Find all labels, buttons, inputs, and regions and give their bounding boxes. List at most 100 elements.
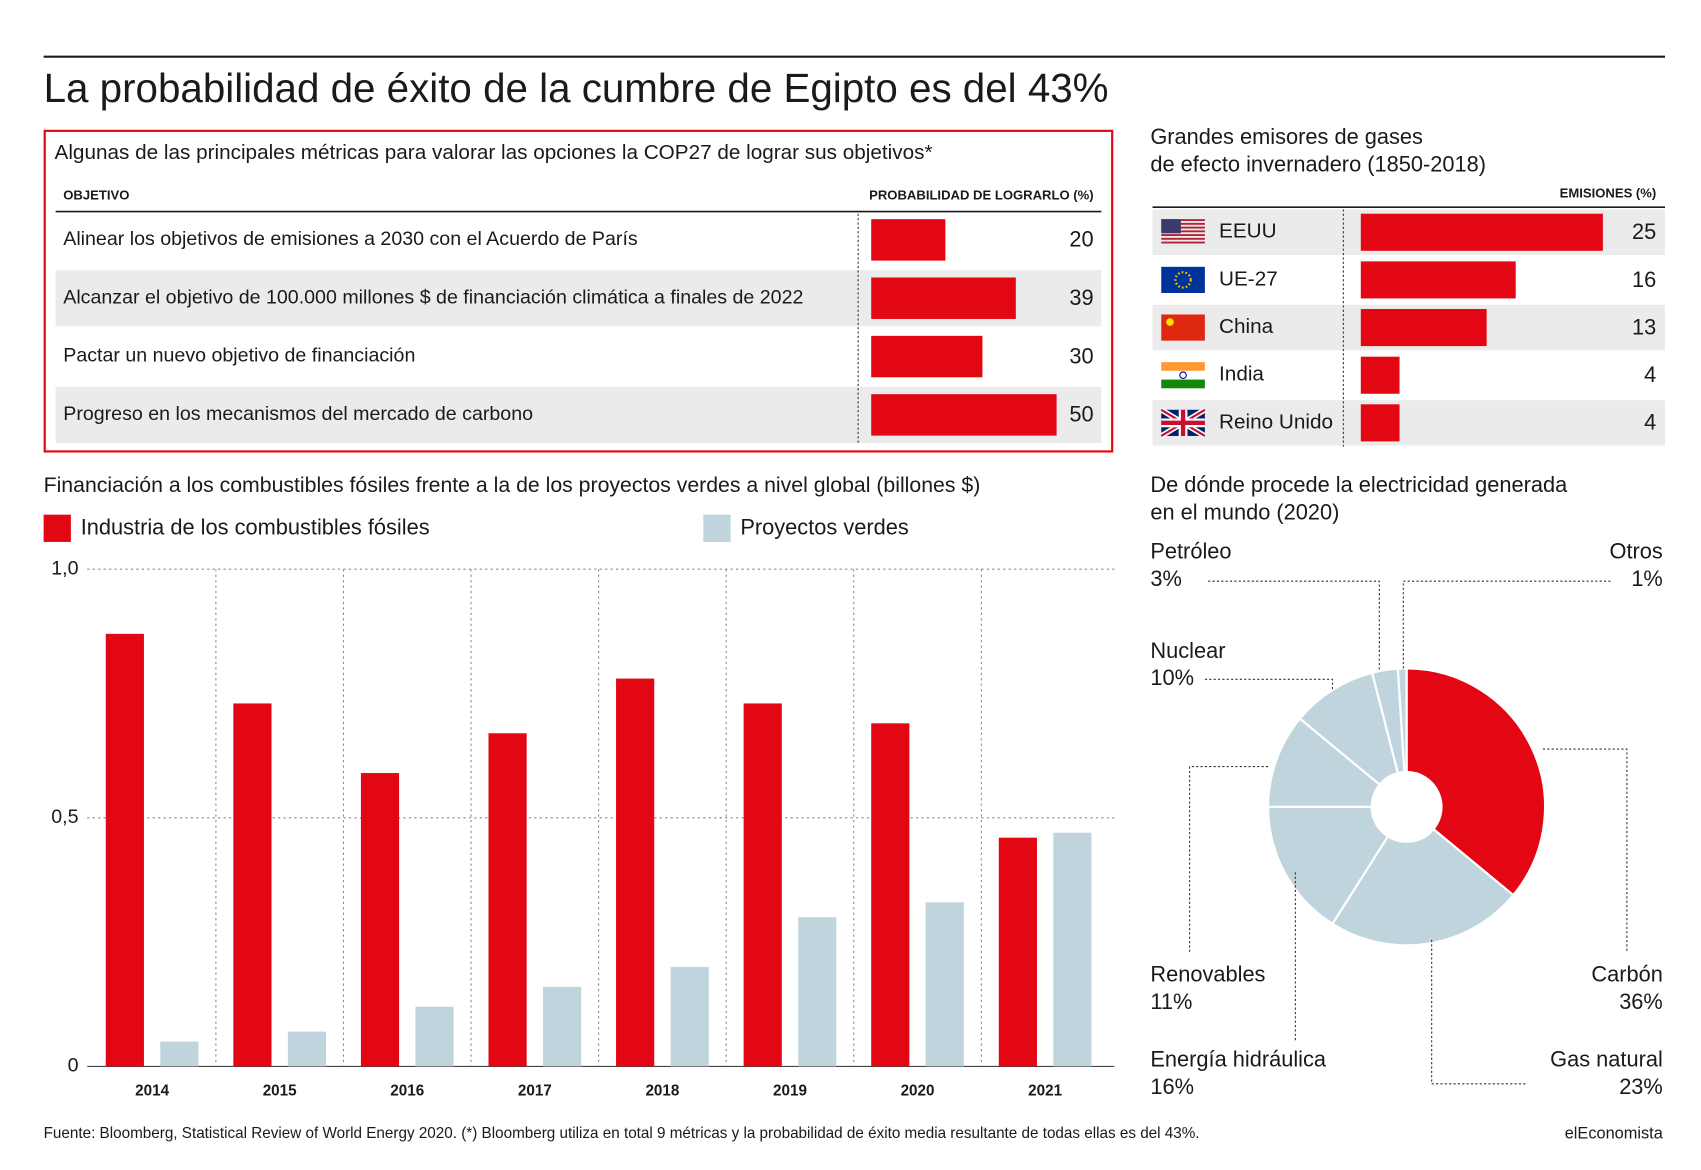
bar	[1360, 404, 1400, 442]
x-tick-label: 2021	[1028, 1083, 1062, 1100]
slice-value: 11%	[1150, 989, 1192, 1014]
bar	[670, 966, 709, 1067]
y-tick-label: 0	[68, 1055, 79, 1077]
x-tick-label: 2018	[645, 1083, 679, 1100]
source: Fuente: Bloomberg, Statistical Review of…	[44, 1125, 1200, 1142]
x-tick-label: 2014	[135, 1083, 169, 1100]
leader-line	[1431, 939, 1527, 1085]
bar	[1360, 356, 1400, 394]
flag	[1161, 222, 1205, 225]
slice-value: 23%	[1619, 1074, 1663, 1099]
flag	[1161, 234, 1205, 236]
value-label: 25	[1632, 219, 1656, 244]
pie-slice	[1330, 827, 1515, 947]
bar	[287, 1031, 327, 1067]
column-header: EMISIONES (%)	[1560, 186, 1657, 201]
x-tick-label: 2015	[263, 1083, 297, 1100]
row-label: India	[1219, 363, 1264, 386]
x-tick-label: 2020	[901, 1083, 935, 1100]
row-label: EEUU	[1219, 220, 1277, 243]
row-label: China	[1219, 315, 1274, 338]
x-tick-label: 2019	[773, 1083, 807, 1100]
row-label: Alinear los objetivos de emisiones a 203…	[63, 228, 638, 250]
bar	[1360, 261, 1516, 299]
slice-label: Energía hidráulica	[1150, 1047, 1327, 1072]
slice-label: Renovables	[1150, 962, 1265, 987]
flag	[1161, 314, 1205, 341]
row-label: Reino Unido	[1219, 410, 1333, 433]
bar	[488, 733, 527, 1067]
bar	[415, 1006, 454, 1067]
leader-line	[1208, 580, 1380, 671]
flag	[1161, 379, 1205, 389]
flag	[1166, 318, 1174, 326]
slice-value: 16%	[1150, 1074, 1194, 1099]
value-label: 16	[1632, 267, 1656, 292]
legend-label: Industria de los combustibles fósiles	[81, 515, 430, 540]
bar	[871, 394, 1057, 436]
legend-swatch	[703, 514, 731, 542]
bar	[871, 277, 1016, 319]
slice-label: Otros	[1610, 539, 1663, 564]
flag	[1161, 219, 1181, 234]
pie-slice	[1405, 667, 1547, 897]
row-label: UE-27	[1219, 267, 1278, 290]
row-label: Pactar un nuevo objetivo de financiación	[63, 345, 415, 367]
bar	[798, 917, 837, 1067]
flag	[1161, 266, 1205, 293]
y-tick-label: 0,5	[51, 806, 78, 828]
pie-slice	[1396, 667, 1408, 774]
flag	[1179, 371, 1187, 380]
bar	[233, 703, 272, 1067]
flag	[1161, 219, 1205, 222]
chart-title: Financiación a los combustibles fósiles …	[44, 473, 981, 497]
value-label: 4	[1644, 362, 1656, 387]
brand: elEconomista	[1565, 1124, 1664, 1142]
value-label: 13	[1632, 314, 1656, 339]
page-title: La probabilidad de éxito de la cumbre de…	[44, 65, 1109, 111]
bar	[1360, 213, 1603, 251]
leader-line	[1204, 678, 1333, 690]
slice-value: 3%	[1150, 566, 1182, 591]
chart-title: de efecto invernadero (1850-2018)	[1150, 152, 1486, 177]
bar	[360, 773, 400, 1067]
leader-line	[1402, 580, 1611, 669]
leader-line	[1542, 748, 1628, 952]
bar	[105, 633, 144, 1067]
slice-value: 1%	[1631, 566, 1663, 591]
value-label: 30	[1069, 343, 1093, 368]
slice-label: Nuclear	[1150, 638, 1225, 663]
bar	[871, 723, 910, 1067]
bar	[160, 1041, 199, 1067]
chart-title: De dónde procede la electricidad generad…	[1150, 472, 1568, 497]
bar	[998, 837, 1037, 1067]
bar	[743, 703, 782, 1067]
column-header: PROBABILIDAD DE LOGRARLO (%)	[869, 188, 1094, 203]
row-label: Progreso en los mecanismos del mercado d…	[63, 403, 533, 425]
chart-title: Grandes emisores de gases	[1150, 124, 1423, 149]
bar	[871, 335, 983, 378]
pie-slice	[1267, 717, 1382, 808]
legend-swatch	[43, 514, 71, 542]
slice-value: 10%	[1150, 665, 1194, 690]
flag	[1161, 237, 1205, 240]
bar	[925, 902, 964, 1067]
slice-label: Petróleo	[1150, 539, 1231, 564]
value-label: 4	[1644, 410, 1656, 435]
bar	[1360, 309, 1487, 347]
leader-line	[1189, 766, 1269, 952]
flag	[1161, 226, 1205, 229]
chart-title: Algunas de las principales métricas para…	[55, 141, 933, 164]
legend-label: Proyectos verdes	[740, 515, 908, 540]
table-frame	[43, 129, 1114, 453]
flag	[1161, 241, 1205, 244]
slice-value: 36%	[1619, 989, 1663, 1014]
flag	[1161, 230, 1205, 233]
row-shade	[1152, 400, 1666, 446]
bar	[871, 219, 946, 261]
flag	[1161, 362, 1205, 371]
value-label: 20	[1069, 227, 1093, 252]
flag	[1174, 271, 1192, 289]
value-label: 39	[1069, 285, 1093, 310]
